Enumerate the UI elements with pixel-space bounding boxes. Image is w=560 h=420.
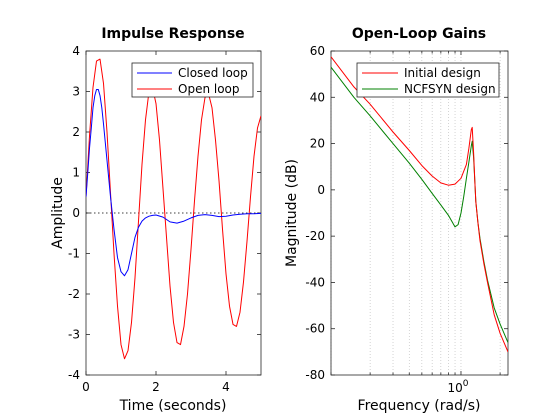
impulse-ytick-label: 4 (72, 44, 80, 58)
gains-ytick-label: -80 (305, 368, 325, 382)
impulse-legend: Closed loop Open loop (131, 62, 254, 98)
impulse-ylabel: Amplitude (50, 177, 66, 249)
impulse-xtick-label: 0 (82, 380, 90, 394)
gains-ytick-label: 20 (310, 137, 325, 151)
gains-ytick-label: -20 (305, 229, 325, 243)
gains-ylabel: Magnitude (dB) (284, 159, 300, 267)
gains-legend-box (356, 62, 500, 98)
impulse-ytick-label: -4 (68, 368, 80, 382)
legend-label-ncfsyn-design: NCFSYN design (404, 82, 496, 96)
legend-label-closed-loop: Closed loop (178, 66, 248, 80)
impulse-legend-box (131, 62, 254, 98)
impulse-xtick-label: 2 (152, 380, 160, 394)
series-line-open-loop (86, 58, 261, 360)
legend-label-initial-design: Initial design (404, 66, 481, 80)
impulse-xtick-label: 4 (222, 380, 230, 394)
impulse-ytick-label: 3 (72, 85, 80, 99)
gains-plot-frame (330, 50, 509, 376)
series-line-closed-loop (86, 89, 261, 277)
series-line-initial-design (331, 56, 508, 353)
gains-ytick-label: -60 (305, 322, 325, 336)
gains-ytick-label: 0 (317, 183, 325, 197)
impulse-response-title: Impulse Response (101, 26, 244, 42)
legend-label-open-loop: Open loop (178, 82, 240, 96)
impulse-response-axes: Impulse Response -4 -3 -2 -1 0 1 2 3 4 0 2 4 Time (… (50, 26, 262, 414)
impulse-ytick-label: -1 (68, 247, 80, 261)
gains-ytick-label: -40 (305, 275, 325, 289)
gains-ytick-label: 60 (310, 44, 325, 58)
impulse-ytick-label: 0 (72, 206, 80, 220)
impulse-ytick-label: 1 (72, 166, 80, 180)
impulse-ytick-label: -3 (68, 328, 80, 342)
impulse-ytick-label: 2 (72, 125, 80, 139)
gains-xlabel: Frequency (rad/s) (358, 398, 481, 414)
gains-legend: Initial design NCFSYN design (356, 62, 500, 98)
open-loop-gains-title: Open-Loop Gains (352, 26, 486, 42)
impulse-xlabel: Time (seconds) (119, 398, 227, 414)
gains-ytick-label: 40 (310, 90, 325, 104)
impulse-ytick-label: -2 (68, 287, 80, 301)
gains-xtick-exponent: 0 (463, 379, 469, 389)
